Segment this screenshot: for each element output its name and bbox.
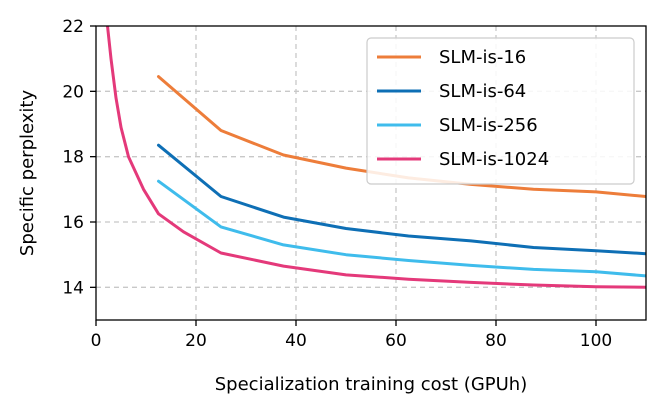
y-tick-label: 20 bbox=[62, 82, 84, 102]
plot-frame bbox=[95, 25, 647, 321]
x-tick-label: 100 bbox=[580, 331, 612, 351]
legend-box bbox=[366, 37, 635, 185]
x-tick-label: 40 bbox=[285, 331, 307, 351]
axis-ticks: 0 20 40 60 80 100 14 16 18 20 22 bbox=[62, 17, 612, 351]
legend-label: SLM-is-1024 bbox=[439, 149, 549, 170]
series-line-SLM-is-1024 bbox=[106, 26, 646, 289]
series-line-SLM-is-64 bbox=[157, 143, 646, 256]
series-line-SLM-is-256 bbox=[157, 179, 646, 278]
series-lines bbox=[106, 26, 646, 289]
y-tick-label: 18 bbox=[62, 148, 84, 168]
x-tick-label: 20 bbox=[185, 331, 207, 351]
x-axis-label: Specialization training cost (GPUh) bbox=[215, 374, 528, 395]
y-tick-label: 16 bbox=[62, 213, 84, 233]
x-tick-label: 0 bbox=[91, 331, 102, 351]
legend-label: SLM-is-16 bbox=[439, 47, 526, 68]
x-tick-label: 60 bbox=[385, 331, 407, 351]
y-tick-label: 22 bbox=[62, 17, 84, 37]
legend-label: SLM-is-256 bbox=[439, 115, 538, 136]
x-tick-label: 80 bbox=[485, 331, 507, 351]
legend-label: SLM-is-64 bbox=[439, 81, 526, 102]
legend: SLM-is-16 SLM-is-64 SLM-is-256 SLM-is-1024 bbox=[366, 37, 635, 185]
y-axis-label: Specific perplexity bbox=[17, 90, 38, 257]
y-tick-label: 14 bbox=[62, 278, 84, 298]
